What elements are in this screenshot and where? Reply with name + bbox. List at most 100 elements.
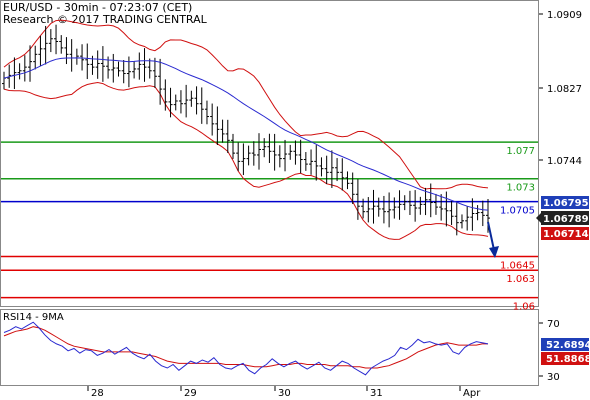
price-bar	[158, 58, 163, 105]
price-bar	[397, 190, 402, 220]
price-bar	[132, 61, 137, 79]
price-bar	[85, 43, 90, 80]
price-bar	[277, 145, 282, 168]
price-bar	[283, 139, 288, 172]
level-label-1077: 1.077	[506, 146, 535, 157]
rsi-series-line	[3, 321, 489, 376]
rsi-axis: 70 30	[539, 319, 560, 383]
price-bar	[480, 200, 485, 227]
price-bar	[449, 201, 454, 225]
levels-layer: 1.077 1.073 1.0705 1.0645 1.063 1.06	[1, 141, 538, 313]
price-bar	[423, 187, 428, 216]
price-bar	[43, 25, 48, 65]
rsi-panel-frame	[0, 309, 539, 386]
badge-last-value: 1.06789	[543, 214, 589, 225]
price-bar	[64, 37, 69, 65]
badge-band-value: 1.06714	[543, 229, 589, 240]
price-bar	[59, 35, 64, 54]
price-bar	[38, 35, 43, 67]
price-bar	[376, 197, 381, 217]
price-bar	[413, 190, 418, 222]
price-badges: 1.06795 1.06789 1.06714	[536, 196, 589, 240]
price-bar	[111, 53, 116, 83]
level-label-106: 1.06	[513, 302, 535, 313]
price-bar	[329, 150, 334, 188]
price-bar	[465, 206, 470, 231]
price-bar	[246, 145, 251, 166]
price-bar	[95, 50, 100, 79]
badge-ma-value: 1.06795	[543, 198, 589, 209]
price-bar	[314, 145, 319, 181]
price-axis: 1.0909 1.0827 1.0744	[539, 10, 582, 167]
price-bar	[225, 119, 230, 153]
chart-subtitle: Research © 2017 TRADING CENTRAL	[3, 13, 208, 26]
forecast-arrow-icon	[487, 221, 499, 258]
price-bar	[189, 90, 194, 107]
price-bar	[439, 194, 444, 221]
price-bar	[199, 87, 204, 124]
price-bar	[303, 152, 308, 171]
price-bar	[428, 183, 433, 218]
badge-ma-bg	[541, 196, 589, 209]
price-bar	[163, 79, 168, 111]
badge-last-pointer-icon	[536, 213, 541, 223]
price-bar	[470, 198, 475, 231]
price-bar	[204, 100, 209, 125]
price-bar	[309, 149, 314, 175]
rsi-tick-30: 30	[547, 372, 560, 383]
price-bar	[298, 139, 303, 174]
price-bar	[433, 193, 438, 215]
price-bar	[33, 45, 38, 70]
rsi-title: RSI14 - 9MA	[3, 312, 64, 323]
price-bar	[241, 143, 246, 176]
rsi-ma-badge-bg	[541, 352, 589, 365]
price-bar	[345, 171, 350, 190]
chart-title: EUR/USD - 30min - 07:23:07 (CET)	[3, 1, 192, 14]
price-bar	[418, 196, 423, 215]
price-bar	[100, 46, 105, 82]
main-panel-frame	[0, 0, 539, 307]
price-bar	[236, 142, 241, 172]
price-bar	[210, 103, 215, 136]
price-bar	[147, 58, 152, 79]
price-bar	[293, 140, 298, 165]
rsi-badge-bg	[541, 338, 589, 351]
price-bar	[152, 57, 157, 88]
price-bar	[184, 84, 189, 118]
price-bar	[215, 106, 220, 145]
price-bar	[2, 71, 6, 90]
price-bar	[168, 87, 173, 118]
price-bar	[251, 141, 256, 166]
price-bar	[257, 133, 262, 170]
x-tick-28: 28	[91, 388, 104, 399]
level-label-10705: 1.0705	[500, 206, 535, 217]
price-bar	[340, 158, 345, 191]
upper-band-line	[3, 19, 489, 190]
price-bar	[48, 29, 53, 53]
rsi-badges: 52.6894 51.8868	[541, 338, 590, 365]
x-tick-apr: Apr	[463, 388, 481, 399]
level-label-10645: 1.0645	[500, 261, 535, 272]
badge-last-bg	[541, 211, 589, 225]
price-bar	[220, 119, 225, 143]
price-bar	[17, 63, 22, 80]
y-tick-2: 1.0827	[547, 84, 582, 95]
time-axis: 28 29 30 31 Apr	[87, 386, 481, 399]
price-bar	[402, 195, 407, 211]
price-bar	[486, 199, 490, 233]
price-bar	[230, 133, 235, 159]
price-bar	[173, 94, 178, 111]
price-bar	[444, 191, 449, 227]
price-bar	[350, 172, 355, 205]
price-bar	[12, 57, 17, 90]
level-label-1063: 1.063	[506, 274, 535, 285]
price-bar	[459, 214, 464, 229]
price-bar	[137, 52, 142, 80]
price-bar	[355, 179, 360, 220]
price-bars	[2, 24, 490, 236]
bollinger-bands	[3, 19, 489, 240]
y-tick-3: 1.0744	[547, 156, 582, 167]
price-bar	[392, 197, 397, 219]
price-bar	[28, 45, 33, 82]
